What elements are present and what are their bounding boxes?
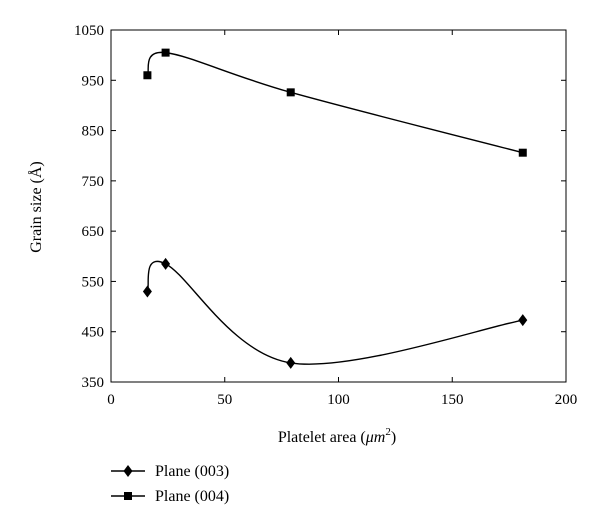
x-axis-title: Platelet area (μm2) [278,426,396,446]
y-tick-label: 750 [82,174,105,190]
series-line [146,260,523,365]
y-axis-title: Grain size (Å) [27,161,45,253]
plot-area [110,29,567,383]
data-point-square [143,71,152,80]
series-line [146,51,523,154]
x-tick-label: 150 [441,392,464,408]
y-tick-label: 1050 [74,23,104,39]
series-layer [142,48,528,369]
y-tick-label: 950 [82,73,105,89]
series-diamond [142,257,528,369]
data-point-square [161,48,170,57]
y-tick-label: 550 [82,274,105,290]
data-point-diamond [286,356,296,369]
series-square [143,48,527,157]
x-tick-label: 200 [555,392,578,408]
legend-marker-square [124,492,132,500]
legend: Plane (003) Plane (004) [111,463,229,505]
x-tick-label: 50 [217,392,232,408]
y-tick-label: 450 [82,325,105,341]
x-tick-label: 0 [107,392,115,408]
data-point-diamond [142,285,152,298]
y-axis-ticks: 350 450 550 650 750 850 950 1050 [74,23,566,391]
legend-marker-diamond [123,465,133,477]
legend-item: Plane (003) [111,463,229,480]
plot-frame [110,29,567,383]
data-point-diamond [518,314,528,327]
legend-label: Plane (003) [155,463,229,480]
x-axis-ticks: 0 50 100 150 200 [107,30,577,408]
legend-label: Plane (004) [155,488,229,505]
data-point-square [518,148,527,157]
y-tick-label: 650 [82,224,105,240]
x-tick-label: 100 [327,392,350,408]
y-tick-label: 850 [82,124,105,140]
legend-item: Plane (004) [111,488,229,505]
data-point-diamond [161,257,171,270]
data-point-square [286,88,295,97]
y-tick-label: 350 [82,375,105,391]
